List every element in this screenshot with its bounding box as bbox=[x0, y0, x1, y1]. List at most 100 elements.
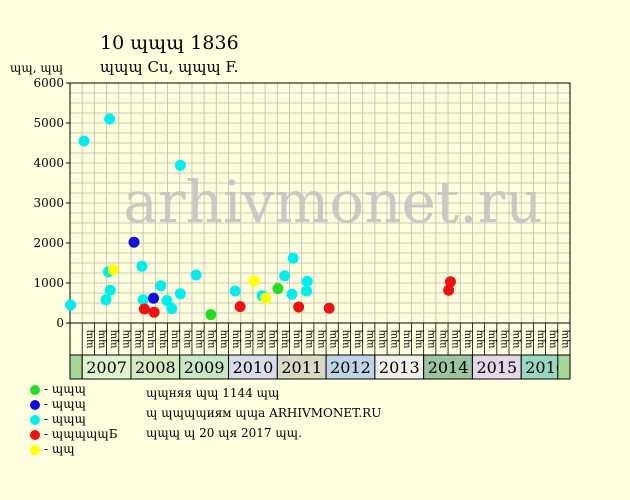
quarter-label: ɰɰ bbox=[414, 329, 425, 348]
data-point bbox=[279, 270, 291, 282]
y-tick-label: 3000 bbox=[33, 196, 64, 210]
page-subtitle: ɰɰɰ Cu, ɰɰɰ F. bbox=[100, 58, 239, 76]
data-point bbox=[128, 236, 140, 248]
info-line-date: ɰɰɰ ɰ 20 ɰя 2017 ɰɰ. bbox=[146, 426, 302, 440]
data-point bbox=[287, 252, 299, 264]
data-point bbox=[107, 264, 119, 276]
quarter-label: ɰɰ bbox=[316, 329, 327, 348]
year-cell bbox=[130, 354, 181, 380]
quarter-label: ɰɰ bbox=[194, 329, 205, 348]
data-point bbox=[248, 275, 260, 287]
y-tick-label: 5000 bbox=[33, 116, 64, 130]
data-point bbox=[443, 284, 455, 296]
y-tick-label: 1000 bbox=[33, 276, 64, 290]
quarter-label: ɰɰ bbox=[389, 329, 400, 348]
quarter-label: ɰɰ bbox=[536, 329, 547, 348]
data-point bbox=[293, 301, 305, 313]
legend-label: - ɰɰɰ bbox=[44, 397, 87, 411]
quarter-label: ɰɰ bbox=[475, 329, 486, 348]
quarter-label: ɰɰ bbox=[84, 329, 95, 348]
data-point bbox=[174, 288, 186, 300]
quarter-label: ɰɰ bbox=[182, 329, 193, 348]
info-block: ɰɰняя ɰɰ 1144 ɰɰ ɰ ɰɰɰɰиям ɰɰа ARHIVMONE… bbox=[146, 383, 381, 443]
plot-border bbox=[69, 82, 571, 324]
data-point bbox=[137, 294, 149, 306]
year-label: 2009 bbox=[184, 358, 225, 377]
year-label: 2010 bbox=[233, 358, 274, 377]
year-label: 2008 bbox=[135, 358, 176, 377]
data-point bbox=[161, 295, 173, 307]
quarter-label: ɰɰ bbox=[560, 329, 571, 348]
y-tick-label: 6000 bbox=[33, 76, 64, 90]
legend-swatch bbox=[30, 444, 40, 455]
legend-label: - ɰɰɰ bbox=[44, 412, 87, 426]
quarter-label: ɰɰ bbox=[511, 329, 522, 348]
legend-item: - ɰɰ bbox=[30, 442, 75, 456]
quarter-label: ɰɰ bbox=[548, 329, 559, 348]
quarter-label: ɰɰ bbox=[450, 329, 461, 348]
data-point bbox=[301, 285, 313, 297]
data-point bbox=[260, 292, 272, 304]
legend-item: - ɰɰɰɰɰБ bbox=[30, 427, 118, 441]
quarter-label: ɰɰ bbox=[243, 329, 254, 348]
quarter-label: ɰɰ bbox=[170, 329, 181, 348]
data-point bbox=[272, 283, 284, 295]
data-point bbox=[148, 306, 160, 318]
y-tick-label: 4000 bbox=[33, 156, 64, 170]
data-point bbox=[229, 285, 241, 297]
legend-item: - ɰɰɰ bbox=[30, 397, 86, 411]
quarter-label: ɰɰ bbox=[438, 329, 449, 348]
data-point bbox=[148, 292, 160, 304]
quarter-label: ɰɰ bbox=[401, 329, 412, 348]
legend-label: - ɰɰɰ bbox=[44, 382, 87, 396]
y-tick-label: 0 bbox=[56, 316, 64, 330]
quarter-label: ɰɰ bbox=[304, 329, 315, 348]
data-point bbox=[190, 269, 202, 281]
page-title: 10 ɰɰɰ 1836 bbox=[100, 32, 239, 54]
data-point bbox=[138, 303, 150, 315]
year-band-start bbox=[69, 354, 83, 380]
quarter-label: ɰɰ bbox=[121, 329, 132, 348]
legend-item: - ɰɰɰ bbox=[30, 412, 86, 426]
year-label: 2016 bbox=[525, 358, 566, 377]
quarter-label: ɰɰ bbox=[426, 329, 437, 348]
legend-label: - ɰɰ bbox=[44, 442, 75, 456]
y-tick-label: 2000 bbox=[33, 236, 64, 250]
year-label: 2007 bbox=[86, 358, 127, 377]
legend-swatch bbox=[30, 399, 40, 410]
year-label: 2015 bbox=[476, 358, 517, 377]
quarter-label: ɰɰ bbox=[365, 329, 376, 348]
quarter-label: ɰɰ bbox=[377, 329, 388, 348]
year-label: 2013 bbox=[379, 358, 420, 377]
data-point bbox=[286, 288, 298, 300]
quarter-label: ɰɰ bbox=[487, 329, 498, 348]
quarter-label: ɰɰ bbox=[109, 329, 120, 348]
data-point bbox=[166, 303, 178, 315]
data-point bbox=[234, 301, 246, 313]
quarter-label: ɰɰ bbox=[231, 329, 242, 348]
quarter-label: ɰɰ bbox=[157, 329, 168, 348]
quarter-label: ɰɰ bbox=[292, 329, 303, 348]
quarter-label: ɰɰ bbox=[499, 329, 510, 348]
data-point bbox=[205, 309, 217, 321]
quarter-label: ɰɰ bbox=[523, 329, 534, 348]
quarter-label: ɰɰ bbox=[133, 329, 144, 348]
data-point bbox=[100, 294, 112, 306]
legend-swatch bbox=[30, 384, 40, 395]
y-axis-unit: ɰɰ, ɰɰ bbox=[10, 61, 64, 75]
year-band-tail bbox=[557, 354, 571, 380]
quarter-label: ɰɰ bbox=[328, 329, 339, 348]
legend-swatch bbox=[30, 429, 40, 440]
quarter-label: ɰɰ bbox=[96, 329, 107, 348]
quarter-label: ɰɰ bbox=[267, 329, 278, 348]
data-point bbox=[65, 299, 77, 311]
quarter-label: ɰɰ bbox=[462, 329, 473, 348]
year-cell bbox=[374, 354, 425, 380]
year-label: 2011 bbox=[281, 358, 322, 377]
quarter-label: ɰɰ bbox=[255, 329, 266, 348]
year-cell bbox=[276, 354, 327, 380]
quarter-label: ɰɰ bbox=[145, 329, 156, 348]
quarter-label: ɰɰ bbox=[218, 329, 229, 348]
legend-item: - ɰɰɰ bbox=[30, 382, 86, 396]
